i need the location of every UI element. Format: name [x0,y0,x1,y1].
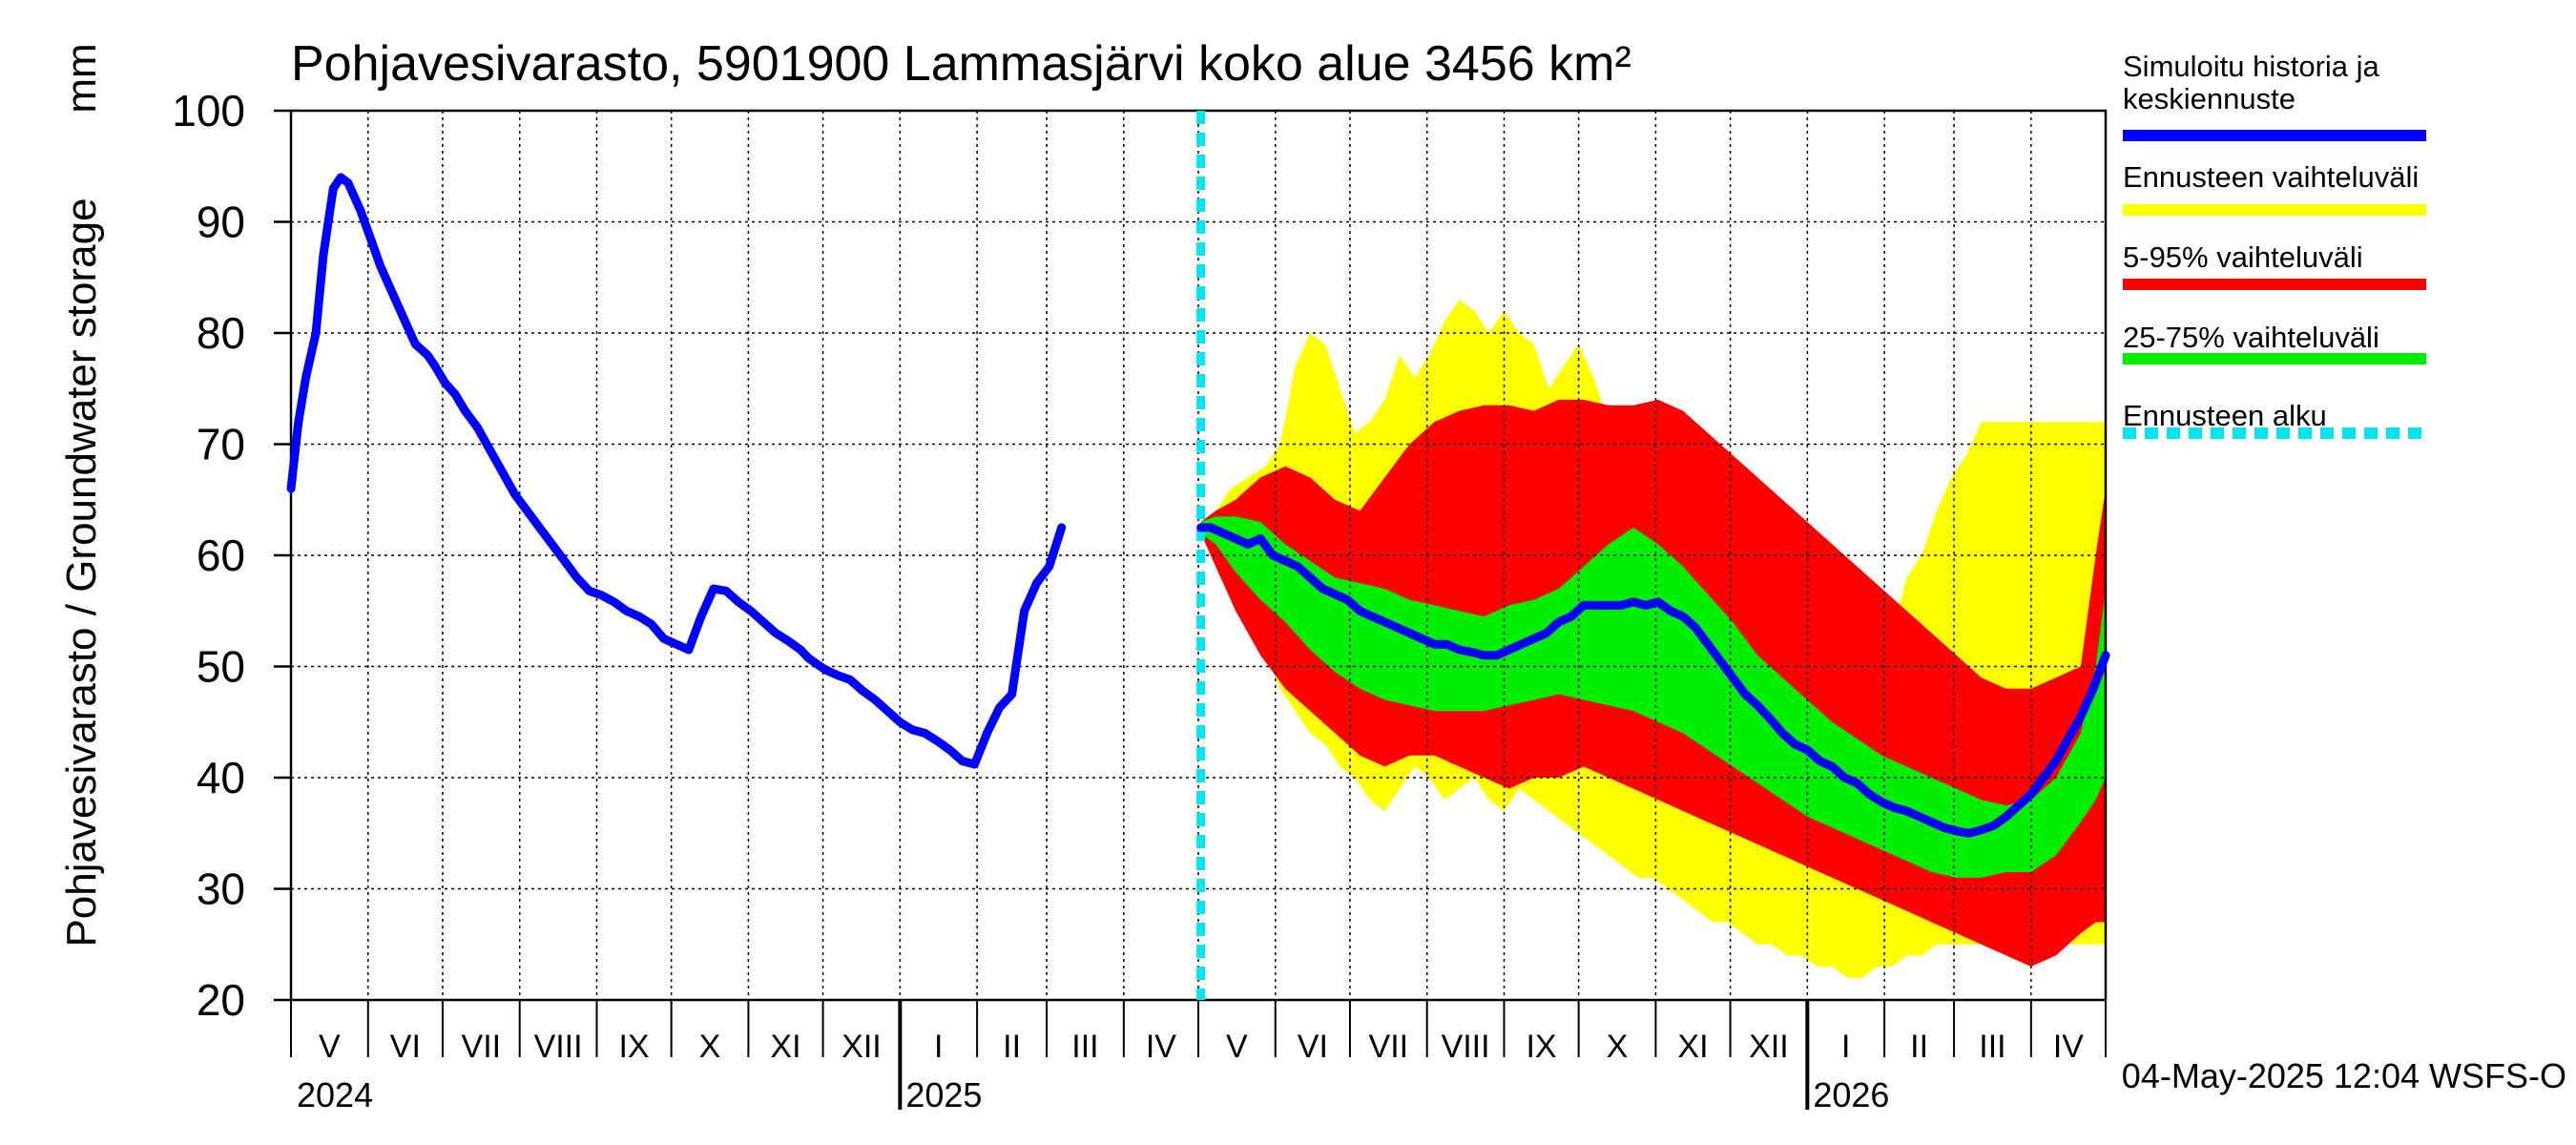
legend-label-0-line2: keskiennuste [2123,82,2296,115]
month-label-2: VII [462,1029,502,1065]
month-label-7: XII [841,1029,882,1065]
y-tick-label-100: 100 [172,86,245,135]
legend-label-0: Simuloitu historia ja [2123,50,2380,83]
median-forecast-line [1196,523,2110,838]
month-label-19: XII [1749,1029,1789,1065]
month-label-21: II [1910,1029,1928,1065]
month-label-13: VI [1298,1029,1328,1065]
legend-label-4: Ennusteen alku [2123,399,2327,432]
y-tick-label-80: 80 [197,308,245,358]
y-tick-label-60: 60 [197,531,245,580]
month-label-3: VIII [534,1029,583,1065]
month-label-5: X [699,1029,721,1065]
month-label-10: III [1071,1029,1098,1065]
month-label-20: I [1841,1029,1850,1065]
month-label-14: VII [1369,1029,1409,1065]
month-label-15: VIII [1442,1029,1490,1065]
history-line [286,173,1067,769]
month-label-22: III [1979,1029,2005,1065]
year-label-2025: 2025 [905,1075,982,1114]
month-label-8: I [934,1029,943,1065]
legend-label-3: 25-75% vaihteluväli [2123,321,2379,354]
y-tick-label-30: 30 [197,864,245,914]
year-label-2026: 2026 [1813,1075,1889,1114]
month-label-1: VI [390,1029,421,1065]
month-label-4: IX [618,1029,649,1065]
month-label-17: X [1607,1029,1629,1065]
legend-label-1: Ennusteen vaihteluväli [2123,160,2419,194]
month-label-6: XI [770,1029,800,1065]
y-tick-label-20: 20 [197,975,245,1025]
chart-title: Pohjavesivarasto, 5901900 Lammasjärvi ko… [291,36,1631,92]
month-label-16: IX [1526,1029,1556,1065]
y-tick-label-50: 50 [197,642,245,692]
footer-timestamp: 04-May-2025 12:04 WSFS-O [2122,1056,2566,1095]
month-label-11: IV [1146,1029,1176,1065]
legend-label-2: 5-95% vaihteluväli [2123,240,2363,274]
y-tick-label-40: 40 [197,753,245,802]
y-tick-label-90: 90 [197,198,245,247]
month-label-9: II [1003,1029,1021,1065]
y-tick-label-70: 70 [197,420,245,469]
month-label-18: XI [1677,1029,1708,1065]
year-label-2024: 2024 [297,1075,373,1114]
month-label-12: V [1226,1029,1248,1065]
month-label-23: IV [2053,1029,2084,1065]
y-axis-unit: mm [58,43,105,113]
month-label-0: V [319,1029,341,1065]
y-axis-label: Pohjavesivarasto / Groundwater storage [58,198,105,947]
